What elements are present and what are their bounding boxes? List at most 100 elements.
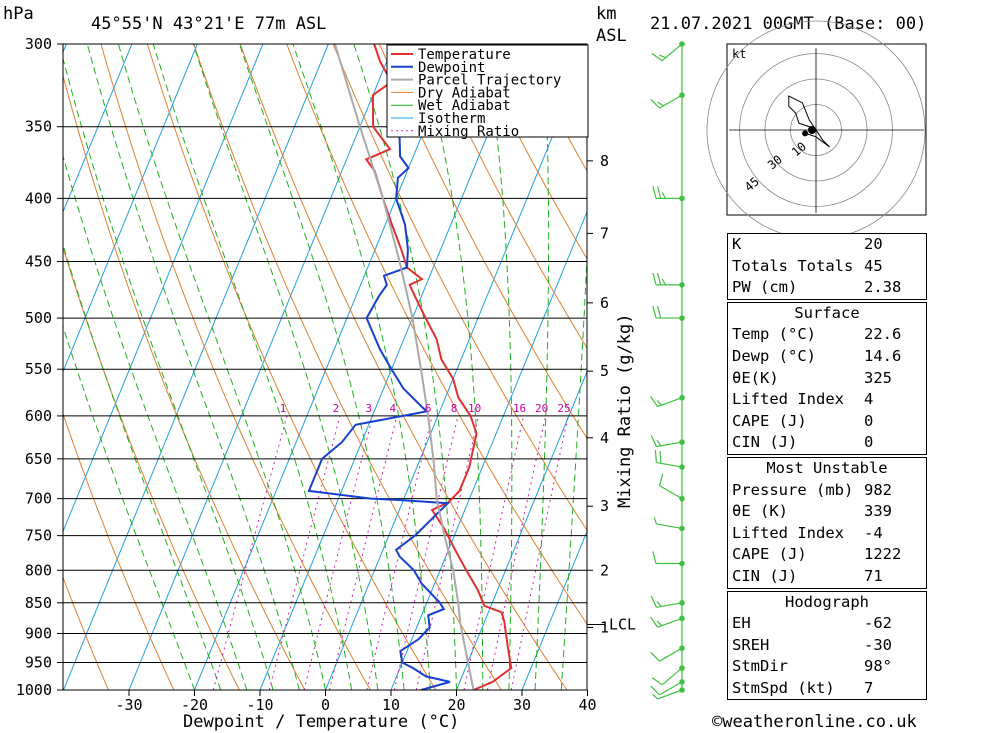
location-title: 45°55'N 43°21'E 77m ASL (91, 14, 326, 34)
wind-barb-feather (653, 517, 657, 525)
indices-panel: K 20 Totals Totals 45 PW (cm) 2.38 Surface Te… (727, 233, 927, 702)
wind-barb-feather (656, 600, 662, 607)
temperature-tick-label: 0 (321, 696, 330, 714)
index-label: Totals Totals (732, 256, 854, 275)
most-unstable-row: θE (K) 339 (728, 501, 926, 523)
legend-entry: Parcel Trajectory (418, 73, 561, 89)
hodograph-stats-title: Hodograph (785, 592, 869, 611)
km-tick-label: 5 (600, 362, 609, 380)
wind-level-dot (679, 679, 685, 685)
wind-barb-feather (652, 693, 658, 700)
hodograph-stat-row: StmDir 98° (728, 656, 926, 678)
wind-level-dot (679, 464, 685, 470)
pressure-tick-label: 350 (25, 118, 52, 136)
most-unstable-label: CAPE (J) (732, 545, 807, 564)
wind-level-dot (679, 665, 685, 671)
surface-value: 22.6 (864, 325, 902, 344)
most-unstable-value: 71 (864, 566, 883, 585)
km-unit-label: km (596, 4, 616, 24)
hodograph-stat-value: 98° (864, 657, 892, 676)
most-unstable-row: Pressure (mb) 982 (728, 480, 926, 502)
hodograph-stat-row: StmSpd (kt) 7 (728, 678, 926, 700)
temperature-tick-label: 10 (382, 696, 400, 714)
wind-barb-staff (656, 461, 683, 468)
isotherm-line (259, 44, 526, 690)
mixing-ratio-label: 1 (280, 402, 287, 415)
wind-barb-feather (656, 400, 663, 406)
indices-box: K 20 Totals Totals 45 PW (cm) 2.38 (727, 233, 927, 300)
index-row: Totals Totals 45 (728, 256, 926, 278)
temperature-tick-label: -30 (115, 696, 142, 714)
wind-barb-feather (656, 305, 662, 319)
most-unstable-label: Lifted Index (732, 523, 844, 542)
pressure-tick-label: 500 (25, 309, 52, 327)
index-value: 2.38 (864, 278, 902, 297)
asl-unit-label: ASL (596, 26, 627, 46)
temperature-tick-label: -10 (246, 696, 273, 714)
wind-barb-staff (656, 523, 683, 530)
pressure-tick-label: 1000 (16, 681, 52, 699)
wind-level-dot (679, 195, 685, 202)
km-tick-label: 8 (600, 152, 609, 170)
temperature-line (364, 44, 513, 690)
wet-adiabat-line (63, 56, 274, 690)
mixing-ratio-line (415, 415, 480, 690)
temperature-tick-label: 20 (447, 696, 465, 714)
index-value: 20 (864, 235, 883, 253)
isotherm-line (63, 44, 133, 214)
most-unstable-title: Most Unstable (766, 458, 888, 477)
wind-level-dot (679, 282, 685, 288)
temperature-tick-label: -20 (181, 696, 208, 714)
wind-barb-staff (657, 689, 683, 700)
wind-barb-feather (654, 450, 657, 463)
wind-barb-feather (651, 677, 663, 686)
wet-adiabat-line (353, 44, 457, 690)
km-tick-label: 1 (600, 618, 609, 636)
most-unstable-value: 339 (864, 502, 892, 521)
index-value: 45 (864, 256, 883, 275)
pressure-tick-label: 750 (25, 527, 52, 545)
most-unstable-label: CIN (J) (732, 566, 798, 585)
surface-label: θE(K) (732, 368, 779, 387)
most-unstable-row: Lifted Index -4 (728, 523, 926, 545)
pressure-tick-label: 900 (25, 624, 52, 642)
plot-frame (62, 43, 588, 691)
surface-row: CAPE (J) 0 (728, 411, 926, 433)
wind-barb-feather (650, 685, 660, 696)
most-unstable-value: -4 (864, 523, 883, 542)
hodograph-trace (788, 95, 830, 148)
pressure-tick-label: 950 (25, 653, 52, 671)
wind-level-dot (679, 599, 685, 606)
most-unstable-label: Pressure (mb) (732, 480, 854, 499)
y-axis: 300 350 400 450 500 550 600 650 700 750 800 850 900 9… (16, 35, 63, 699)
index-label: PW (cm) (732, 278, 798, 297)
wind-profile (650, 41, 685, 700)
wet-adiabat-line (152, 44, 353, 690)
index-row: PW (cm) 2.38 (728, 277, 926, 299)
isotherm-line (325, 50, 587, 690)
lcl-label: LCL (609, 615, 636, 633)
wind-barb-staff (659, 94, 683, 109)
wind-barb-staff (657, 397, 683, 408)
wind-barb-feather (652, 305, 657, 319)
wind-barb-feather (650, 595, 657, 608)
hodograph-stat-label: StmSpd (kt) (732, 678, 835, 697)
wind-barb-staff (659, 485, 683, 500)
isobars (63, 43, 587, 691)
legend-entry: Mixing Ratio (418, 124, 519, 140)
wind-level-dot (679, 41, 685, 47)
most-unstable-row: CAPE (J) 1222 (728, 544, 926, 566)
surface-row: Lifted Index 4 (728, 389, 926, 411)
surface-label: Lifted Index (732, 390, 844, 409)
legend-entry: Dewpoint (418, 60, 485, 76)
wind-level-dot (679, 394, 685, 401)
mixing-ratio-line (366, 415, 433, 690)
wind-level-dot (679, 560, 685, 567)
credit-link[interactable]: ©weatheronline.co.uk (712, 712, 917, 732)
km-tick-label: 3 (600, 497, 609, 515)
legend-entry: Isotherm (418, 111, 485, 127)
pressure-tick-label: 450 (25, 253, 52, 271)
temperature-tick-label: 40 (578, 696, 596, 714)
wind-barb-staff (661, 667, 683, 686)
